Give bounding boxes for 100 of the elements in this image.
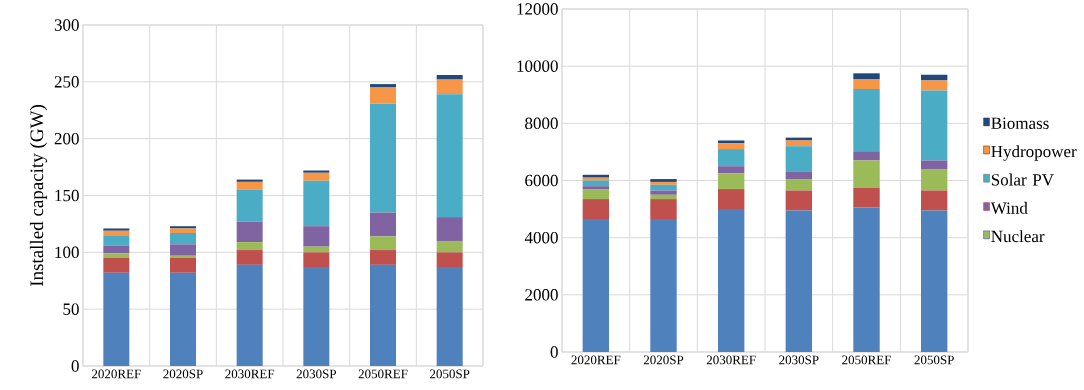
bar <box>236 242 263 251</box>
legend-label: Biomass <box>991 117 1049 129</box>
bar <box>170 233 196 245</box>
bar <box>236 250 263 265</box>
y-tick-label: 100 <box>55 246 79 259</box>
bar <box>920 210 948 352</box>
bar <box>582 199 610 220</box>
bar <box>370 87 396 104</box>
bar <box>785 146 813 172</box>
y-tick-label: 250 <box>54 76 79 88</box>
y-tick-label: 50 <box>63 303 79 315</box>
y-tick-label: 4000 <box>524 231 558 244</box>
bar <box>785 210 813 352</box>
bar <box>170 244 196 256</box>
bar <box>853 73 880 80</box>
bar <box>717 149 745 167</box>
bar <box>582 186 610 190</box>
bar <box>920 190 948 211</box>
bar <box>650 194 677 200</box>
bar <box>103 258 130 273</box>
bar <box>582 189 610 200</box>
legend-label: Solar PV <box>991 173 1054 186</box>
bar <box>303 267 330 366</box>
legend-label: Wind <box>990 201 1028 214</box>
y-tick-label: 0 <box>71 360 79 372</box>
bar <box>170 258 196 273</box>
x-tick-label: 2050SP <box>430 369 470 379</box>
bar <box>785 179 813 191</box>
y-axis-title: Installed capacity (GW) <box>29 105 48 287</box>
x-tick-label: 2030REF <box>706 355 756 365</box>
bar <box>170 272 196 366</box>
bar <box>370 236 396 251</box>
bar <box>436 267 463 366</box>
x-tick-label: 2020REF <box>91 369 141 379</box>
bar <box>853 207 880 352</box>
y-tick-label: 300 <box>54 19 79 31</box>
x-tick-label: 2030SP <box>779 355 819 365</box>
bar <box>717 209 745 352</box>
bar <box>436 75 463 80</box>
bar <box>717 166 745 174</box>
bar <box>436 217 463 241</box>
bar <box>236 264 263 366</box>
bar <box>370 264 396 366</box>
bar <box>436 94 463 218</box>
bar <box>582 219 610 352</box>
y-tick-label: 2000 <box>525 289 558 301</box>
legend-label: Hydropower <box>991 145 1077 161</box>
bar <box>650 184 677 191</box>
bar <box>103 228 130 231</box>
x-tick-label: 2050REF <box>842 355 891 365</box>
y-tick-label: 12000 <box>517 3 558 15</box>
bar <box>920 169 948 191</box>
bar <box>920 90 948 161</box>
y-tick-label: 10000 <box>517 60 558 72</box>
bar <box>785 140 813 147</box>
bar <box>920 80 948 91</box>
bar <box>103 272 130 366</box>
x-tick-label: 2020SP <box>163 369 203 379</box>
bar <box>436 252 463 268</box>
x-tick-label: 2050SP <box>914 355 954 365</box>
bar <box>717 143 745 150</box>
bar <box>303 170 330 173</box>
bar <box>650 219 677 352</box>
bar <box>582 180 610 187</box>
bar <box>236 181 263 190</box>
bar <box>303 172 330 181</box>
bar <box>370 212 396 237</box>
bar <box>436 240 463 253</box>
bar <box>853 151 880 161</box>
x-tick-label: 2030REF <box>225 369 275 379</box>
bar <box>853 160 880 188</box>
bar <box>303 226 330 247</box>
x-tick-label: 2030SP <box>296 369 337 379</box>
y-tick-label: 0 <box>550 346 558 358</box>
bar <box>650 190 677 195</box>
bar <box>853 187 880 208</box>
x-tick-label: 2020SP <box>643 355 684 365</box>
bar <box>236 221 263 243</box>
y-tick-label: 8000 <box>525 117 558 130</box>
bar <box>717 189 745 210</box>
bar <box>853 89 880 152</box>
bar <box>103 235 130 246</box>
bar <box>236 189 263 222</box>
bar <box>717 173 745 190</box>
y-tick-label: 6000 <box>525 174 558 187</box>
bar <box>650 199 677 220</box>
x-tick-label: 2020REF <box>571 355 621 365</box>
bar <box>170 228 196 234</box>
bar <box>717 140 745 144</box>
bar <box>370 250 396 265</box>
y-tick-label: 200 <box>54 132 79 145</box>
bar <box>303 180 330 227</box>
bar <box>303 252 330 268</box>
bar <box>370 84 396 88</box>
bar <box>785 171 813 180</box>
x-tick-label: 2050REF <box>358 369 408 379</box>
bar <box>785 190 813 211</box>
bar <box>436 79 463 95</box>
legend-label: Nuclear <box>991 230 1045 243</box>
bar <box>920 160 948 170</box>
